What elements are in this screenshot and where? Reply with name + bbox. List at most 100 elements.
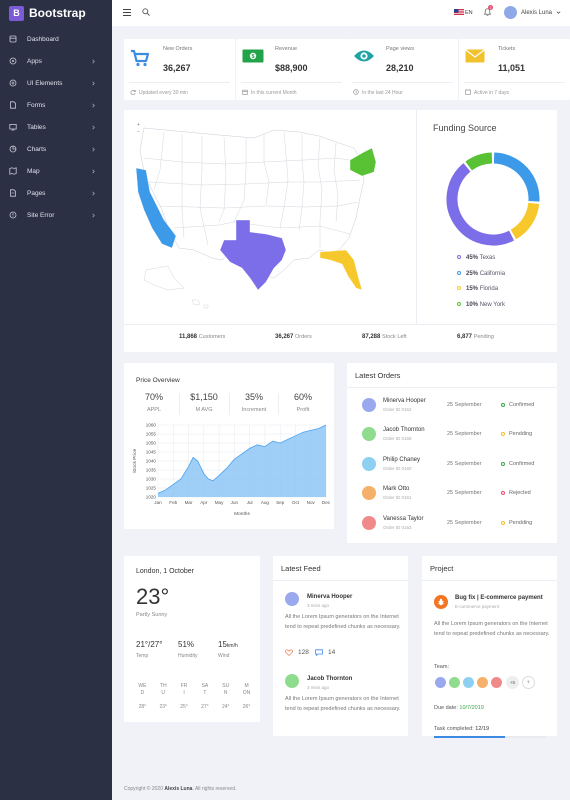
search-icon[interactable] <box>142 8 150 16</box>
florida-region[interactable] <box>319 249 363 291</box>
order-date: 25 September <box>447 460 482 467</box>
project-name[interactable]: Bug fix | E-commerce payment <box>455 595 543 601</box>
map-zoom-controls[interactable]: + − <box>137 122 140 136</box>
us-flag-icon[interactable] <box>454 9 464 15</box>
comment-button[interactable]: 14 <box>315 649 335 656</box>
feed-text: All the Lorem Ipsum generators on the In… <box>285 614 401 630</box>
language-selector[interactable]: EN <box>465 10 473 16</box>
user-name[interactable]: Alexis Luna <box>521 10 553 16</box>
us-map[interactable] <box>124 110 416 324</box>
refresh-icon <box>130 89 136 97</box>
stat-card-new-orders[interactable]: New Orders 36,267 Updated every 30 min <box>124 39 235 100</box>
like-count: 128 <box>298 649 309 656</box>
table-row[interactable]: Minerva Hooper Order ID 0162 25 September C… <box>347 391 557 420</box>
price-stat-separator <box>229 393 230 415</box>
like-button[interactable]: 128 <box>285 649 309 656</box>
avatar[interactable] <box>490 676 503 689</box>
table-row[interactable]: Vanessa Taylor Order ID 0163 25 September P… <box>347 509 557 538</box>
forecast-day: SU N 24° <box>215 683 236 711</box>
donut-slice-texas[interactable] <box>446 163 515 246</box>
legend-item: 10% New York <box>457 301 505 308</box>
envelope-icon <box>465 49 485 65</box>
texas-region[interactable] <box>219 219 287 291</box>
chevron-down-icon[interactable] <box>556 10 561 15</box>
forecast-day-name: M <box>244 683 249 689</box>
x-axis-label: Months <box>234 511 250 517</box>
x-tick-label: Jul <box>247 500 253 505</box>
forecast-day-name-2: ON <box>242 690 251 696</box>
sidebar-item-charts[interactable]: Charts <box>0 138 112 160</box>
footer-name[interactable]: Alexis Luna <box>164 786 193 792</box>
price-stat: $1,150 M AVG <box>180 392 228 413</box>
avatar[interactable] <box>476 676 489 689</box>
zoom-in-button[interactable]: + <box>137 122 140 128</box>
status-dot <box>501 403 505 407</box>
avatar[interactable] <box>285 674 299 688</box>
forms-icon <box>9 101 17 109</box>
avatar[interactable] <box>285 592 299 606</box>
table-row[interactable]: Jacob Thornton Order ID 0168 25 September P… <box>347 420 557 449</box>
task-progress-bar <box>434 736 546 738</box>
menu-icon[interactable] <box>123 9 131 16</box>
project-title: Project <box>430 564 454 573</box>
sidebar-item-label: Forms <box>27 101 46 109</box>
stock-price-chart[interactable]: 1020 1025 1030 1035 1040 1045 1050 1055 1060 Jan F… <box>130 419 330 523</box>
project-card: Project Bug fix | E-commerce payment E-c… <box>422 556 557 738</box>
feed-author[interactable]: Minerva Hooper <box>307 594 353 600</box>
brand-name: Bootstrap <box>29 6 86 20</box>
stat-footer: Updated every 30 min <box>130 89 188 97</box>
brand[interactable]: B Bootstrap <box>0 0 112 26</box>
avatar[interactable] <box>462 676 475 689</box>
sidebar-item-forms[interactable]: Forms <box>0 94 112 116</box>
map-footer-value: 87,288 <box>362 334 381 340</box>
new-york-region[interactable] <box>349 147 377 177</box>
money-icon: $ <box>242 49 264 65</box>
sidebar: B Bootstrap Dashboard Apps UI Elements Form… <box>0 0 112 800</box>
add-member-button[interactable]: + <box>522 676 535 689</box>
footer-prefix: Copyright © 2020 <box>124 786 165 792</box>
donut-slice-california[interactable] <box>493 152 540 202</box>
latest-feed-title: Latest Feed <box>281 564 321 573</box>
stat-footer-text: Active in 7 days <box>474 90 510 96</box>
y-tick-label: 1040 <box>146 459 157 464</box>
team-more-badge[interactable]: +5 <box>506 676 519 689</box>
sidebar-item-site-error[interactable]: Site Error <box>0 204 112 226</box>
donut-slice-new-york[interactable] <box>465 152 493 171</box>
sidebar-item-pages[interactable]: Pages <box>0 182 112 204</box>
sidebar-item-label: Tables <box>27 123 46 131</box>
status-badge: Confirmed <box>509 402 535 408</box>
forecast-day: FR I 25° <box>174 683 195 711</box>
forecast-day-name-2: U <box>161 690 166 696</box>
table-row[interactable]: Mark Otto Order ID 0161 25 September Reject… <box>347 479 557 508</box>
team-label: Team: <box>434 664 449 670</box>
sidebar-item-ui-elements[interactable]: UI Elements <box>0 72 112 94</box>
stat-card-revenue[interactable]: $ Revenue $88,900 In this current Month <box>236 39 347 100</box>
avatar[interactable] <box>448 676 461 689</box>
sidebar-item-apps[interactable]: Apps <box>0 50 112 72</box>
sidebar-item-tables[interactable]: Tables <box>0 116 112 138</box>
stat-card-tickets[interactable]: Tickets 11,051 Active in 7 days <box>459 39 570 100</box>
avatar[interactable] <box>504 6 517 19</box>
stat-card-page-views[interactable]: Page views 28,210 In the last 24 Hour <box>347 39 458 100</box>
sidebar-item-map[interactable]: Map <box>0 160 112 182</box>
price-stat-value: 70% <box>144 392 163 402</box>
donut-slice-florida[interactable] <box>510 202 540 240</box>
map-footer-value: 6,877 <box>457 334 473 340</box>
california-region[interactable] <box>135 167 177 249</box>
avatar[interactable] <box>434 676 447 689</box>
legend-dot <box>457 255 461 259</box>
funding-donut-chart[interactable] <box>442 148 544 250</box>
legend-name: Florida <box>479 286 499 292</box>
table-row[interactable]: Philip Chaney Order ID 0160 25 September Co… <box>347 450 557 479</box>
zoom-out-button[interactable]: − <box>137 129 140 135</box>
stat-footer: In the last 24 Hour <box>353 89 403 97</box>
task-label: Task completed: <box>434 726 474 732</box>
x-tick-label: Nov <box>307 500 316 505</box>
chevron-right-icon <box>91 59 96 64</box>
map-footer-stat: 87,288 Stock Left <box>362 334 407 340</box>
sidebar-item-dashboard[interactable]: Dashboard <box>0 28 112 50</box>
series-line[interactable] <box>157 424 327 494</box>
weather-metric: 21°/27° Temp <box>136 640 162 659</box>
price-stat-separator <box>278 393 279 415</box>
feed-author[interactable]: Jacob Thornton <box>307 676 353 682</box>
